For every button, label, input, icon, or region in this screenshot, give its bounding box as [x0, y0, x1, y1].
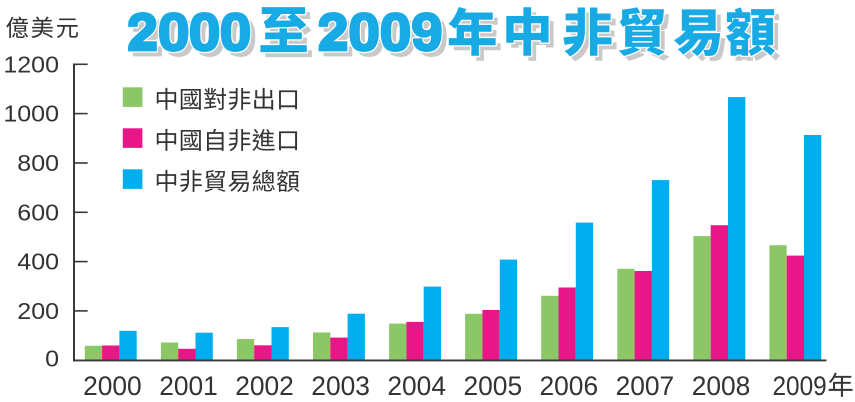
svg-text:1200: 1200 — [3, 51, 59, 77]
svg-text:200: 200 — [17, 298, 59, 324]
svg-text:2000: 2000 — [83, 371, 142, 401]
svg-text:2006: 2006 — [540, 371, 599, 401]
svg-text:2001: 2001 — [159, 371, 218, 401]
svg-text:2004: 2004 — [387, 371, 446, 401]
svg-text:1000: 1000 — [3, 101, 59, 127]
svg-text:400: 400 — [17, 249, 59, 275]
svg-text:2009: 2009 — [773, 371, 827, 401]
svg-text:2002: 2002 — [235, 371, 294, 401]
svg-text:800: 800 — [17, 150, 59, 176]
svg-text:2005: 2005 — [464, 371, 523, 401]
svg-text:2003: 2003 — [311, 371, 370, 401]
svg-text:2007: 2007 — [616, 371, 675, 401]
svg-text:2008: 2008 — [692, 371, 751, 401]
svg-text:0: 0 — [45, 345, 59, 371]
svg-text:600: 600 — [17, 199, 59, 225]
